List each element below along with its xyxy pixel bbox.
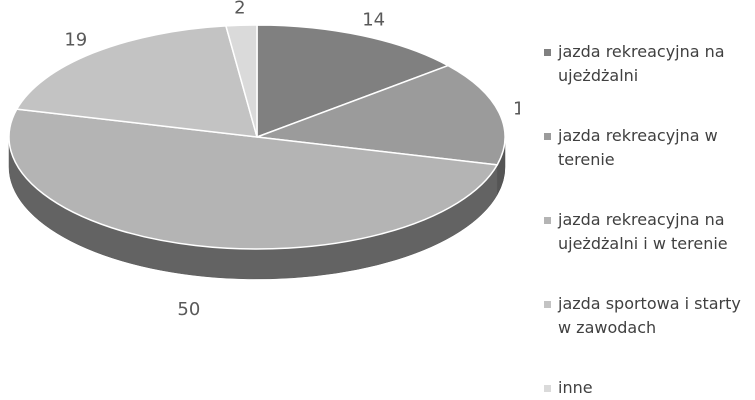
legend-label-arena: jazda rekreacyjna na ujeżdżalni xyxy=(558,42,725,85)
legend-marker-other xyxy=(544,385,551,392)
legend: jazda rekreacyjna na ujeżdżalni jazda re… xyxy=(540,40,755,397)
data-label-2: 50 xyxy=(177,299,200,320)
legend-marker-arena-and-terrain xyxy=(544,217,551,224)
legend-marker-terrain xyxy=(544,133,551,140)
legend-label-sport: jazda sportowa i starty w zawodach xyxy=(558,294,741,337)
legend-label-terrain: jazda rekreacyjna w terenie xyxy=(558,126,718,169)
legend-item-terrain: jazda rekreacyjna w terenie xyxy=(540,124,755,172)
pie-slice-4 xyxy=(224,24,258,138)
pie-slice-0 xyxy=(256,24,450,139)
legend-marker-arena xyxy=(544,49,551,56)
pie-chart: 14 15 50 19 2 xyxy=(8,0,520,320)
pie-slice-3 xyxy=(15,25,259,138)
legend-item-other: inne xyxy=(540,376,755,400)
data-label-1: 15 xyxy=(513,99,520,120)
legend-label-arena-and-terrain: jazda rekreacyjna na ujeżdżalni i w tere… xyxy=(558,210,728,253)
pie-slice-2 xyxy=(8,108,499,250)
data-label-0: 14 xyxy=(362,9,385,30)
data-label-4: 2 xyxy=(234,0,245,18)
legend-marker-sport xyxy=(544,301,551,308)
legend-item-arena-and-terrain: jazda rekreacyjna na ujeżdżalni i w tere… xyxy=(540,208,755,256)
legend-item-sport: jazda sportowa i starty w zawodach xyxy=(540,292,755,340)
pie-slice-1 xyxy=(256,64,506,166)
data-label-3: 19 xyxy=(64,29,87,50)
legend-item-arena: jazda rekreacyjna na ujeżdżalni xyxy=(540,40,755,88)
legend-label-other: inne xyxy=(558,378,593,397)
